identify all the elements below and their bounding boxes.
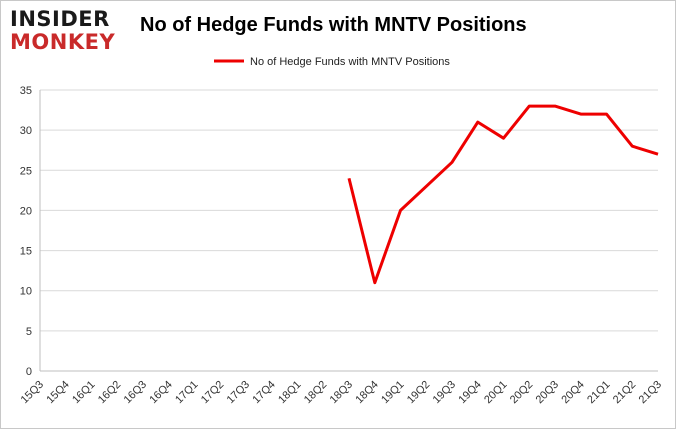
legend-label: No of Hedge Funds with MNTV Positions	[250, 56, 450, 68]
x-tick-label: 16Q3	[122, 379, 150, 407]
logo-line-2: MONKEY	[10, 30, 116, 54]
x-tick-label: 20Q4	[559, 379, 587, 407]
x-tick-label: 18Q4	[353, 379, 381, 407]
x-tick-label: 15Q4	[44, 379, 72, 407]
x-tick-label: 15Q3	[19, 379, 47, 407]
chart-title: No of Hedge Funds with MNTV Positions	[140, 14, 527, 36]
x-tick-label: 17Q3	[225, 379, 253, 407]
x-tick-label: 17Q2	[199, 379, 227, 407]
y-tick-label: 30	[20, 125, 32, 137]
legend: No of Hedge Funds with MNTV Positions	[214, 56, 450, 68]
y-tick-label: 35	[20, 85, 32, 97]
x-tick-label: 21Q3	[637, 379, 665, 407]
x-tick-label: 16Q1	[70, 379, 98, 407]
x-tick-label: 20Q2	[508, 379, 536, 407]
y-tick-label: 20	[20, 205, 32, 217]
insider-monkey-logo: INSIDER MONKEY	[10, 8, 128, 56]
x-tick-label: 19Q4	[456, 379, 484, 407]
x-tick-label: 21Q1	[585, 379, 613, 407]
x-tick-label: 18Q3	[328, 379, 356, 407]
x-tick-label: 19Q1	[379, 379, 407, 407]
x-tick-label: 20Q1	[482, 379, 510, 407]
logo-line-1: INSIDER	[10, 7, 110, 31]
x-tick-label: 18Q1	[276, 379, 304, 407]
x-tick-label: 19Q2	[405, 379, 433, 407]
x-tick-label: 21Q2	[611, 379, 639, 407]
y-tick-label: 25	[20, 165, 32, 177]
x-tick-label: 17Q1	[173, 379, 201, 407]
x-tick-label: 17Q4	[250, 379, 278, 407]
y-tick-label: 15	[20, 246, 32, 258]
x-tick-label: 18Q2	[302, 379, 330, 407]
y-tick-label: 5	[26, 326, 32, 338]
series-line	[347, 104, 659, 285]
x-tick-label: 16Q4	[147, 379, 175, 407]
y-tick-label: 10	[20, 286, 32, 298]
x-tick-label: 20Q3	[534, 379, 562, 407]
x-tick-label: 19Q3	[431, 379, 459, 407]
y-tick-label: 0	[26, 366, 32, 378]
x-tick-label: 16Q2	[96, 379, 124, 407]
